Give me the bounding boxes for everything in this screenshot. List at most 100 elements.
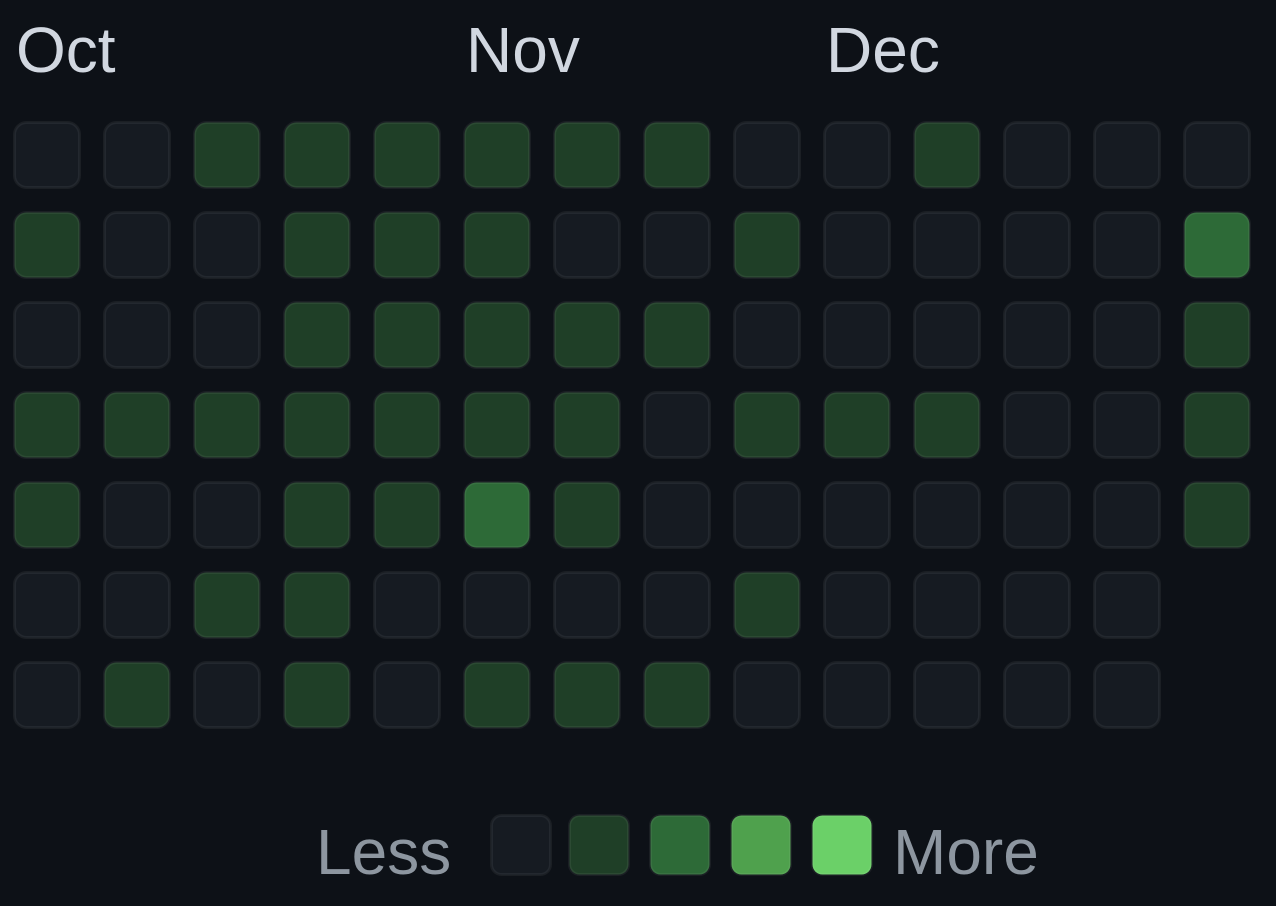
- legend-more: More: [893, 816, 1039, 888]
- day-cell: [913, 211, 981, 279]
- day-cell: [463, 121, 531, 189]
- day-cell: [103, 121, 171, 189]
- day-cell: [643, 301, 711, 369]
- day-cell: [373, 211, 441, 279]
- day-cell: [733, 661, 801, 729]
- day-cell: [1093, 571, 1161, 639]
- day-cell: [193, 391, 261, 459]
- day-cell: [373, 571, 441, 639]
- day-cell: [463, 301, 531, 369]
- day-cell: [283, 391, 351, 459]
- day-cell: [1183, 301, 1251, 369]
- day-cell: [463, 391, 531, 459]
- day-cell: [823, 211, 891, 279]
- day-cell: [13, 661, 81, 729]
- legend-swatch: [730, 814, 792, 876]
- day-cell: [913, 571, 981, 639]
- day-cell: [283, 121, 351, 189]
- day-cell: [1003, 391, 1071, 459]
- day-cell: [823, 121, 891, 189]
- month-label: Oct: [16, 14, 116, 86]
- day-cell: [1093, 481, 1161, 549]
- day-cell: [1003, 571, 1071, 639]
- day-cell: [103, 211, 171, 279]
- day-cell: [553, 301, 621, 369]
- day-cell: [913, 481, 981, 549]
- day-cell: [733, 481, 801, 549]
- day-cell: [643, 391, 711, 459]
- legend-swatch: [490, 814, 552, 876]
- day-cell: [1183, 481, 1251, 549]
- day-cell: [913, 661, 981, 729]
- day-cell: [463, 211, 531, 279]
- day-cell: [103, 391, 171, 459]
- legend-swatch: [649, 814, 711, 876]
- day-cell: [1093, 391, 1161, 459]
- day-cell: [553, 571, 621, 639]
- day-cell: [1093, 121, 1161, 189]
- day-cell: [373, 481, 441, 549]
- day-cell: [13, 481, 81, 549]
- day-cell: [1003, 211, 1071, 279]
- day-cell: [1093, 661, 1161, 729]
- legend-swatch: [568, 814, 630, 876]
- day-cell: [283, 481, 351, 549]
- day-cell: [913, 301, 981, 369]
- legend-less: Less: [316, 816, 451, 888]
- day-cell: [1183, 391, 1251, 459]
- day-cell: [733, 571, 801, 639]
- month-label: Dec: [826, 14, 940, 86]
- day-cell: [13, 121, 81, 189]
- day-cell: [553, 121, 621, 189]
- day-cell: [463, 481, 531, 549]
- day-cell: [553, 211, 621, 279]
- day-cell: [643, 481, 711, 549]
- day-cell: [643, 211, 711, 279]
- day-cell: [553, 391, 621, 459]
- day-cell: [193, 481, 261, 549]
- day-cell: [1003, 121, 1071, 189]
- day-cell: [1183, 121, 1251, 189]
- day-cell: [283, 571, 351, 639]
- day-cell: [13, 211, 81, 279]
- day-cell: [103, 481, 171, 549]
- day-cell: [193, 571, 261, 639]
- day-cell: [373, 121, 441, 189]
- day-cell: [1183, 211, 1251, 279]
- day-cell: [733, 121, 801, 189]
- day-cell: [1003, 661, 1071, 729]
- day-cell: [643, 661, 711, 729]
- day-cell: [283, 661, 351, 729]
- day-cell: [733, 301, 801, 369]
- day-cell: [283, 301, 351, 369]
- day-cell: [103, 301, 171, 369]
- day-cell: [643, 571, 711, 639]
- day-cell: [1003, 481, 1071, 549]
- day-cell: [13, 391, 81, 459]
- day-cell: [1093, 301, 1161, 369]
- day-cell: [553, 481, 621, 549]
- day-cell: [913, 391, 981, 459]
- day-cell: [823, 571, 891, 639]
- day-cell: [733, 391, 801, 459]
- day-cell: [193, 121, 261, 189]
- day-cell: [1093, 211, 1161, 279]
- day-cell: [463, 661, 531, 729]
- day-cell: [373, 661, 441, 729]
- day-cell: [103, 661, 171, 729]
- day-cell: [823, 391, 891, 459]
- day-cell: [193, 301, 261, 369]
- day-cell: [823, 661, 891, 729]
- day-cell: [1003, 301, 1071, 369]
- day-cell: [733, 211, 801, 279]
- day-cell: [13, 301, 81, 369]
- day-cell: [13, 571, 81, 639]
- day-cell: [283, 211, 351, 279]
- day-cell: [193, 211, 261, 279]
- day-cell: [373, 301, 441, 369]
- day-cell: [463, 571, 531, 639]
- legend-swatch: [811, 814, 873, 876]
- day-cell: [103, 571, 171, 639]
